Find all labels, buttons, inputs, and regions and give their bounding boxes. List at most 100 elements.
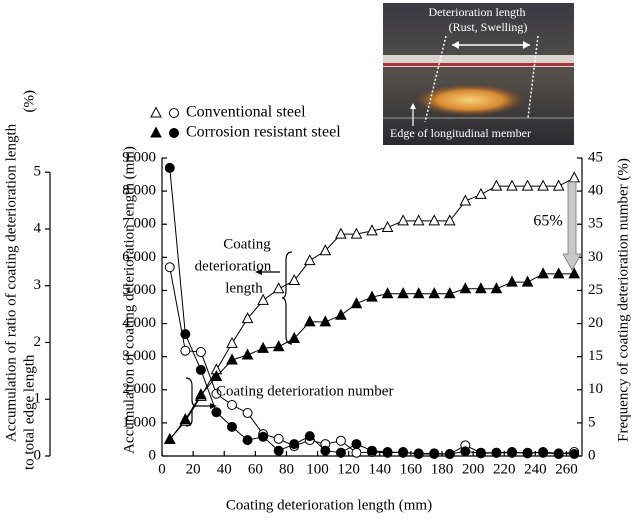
number-marker: [492, 448, 501, 457]
y2-axis-label: Frequency of coating deterioration numbe…: [615, 158, 631, 442]
number-marker: [228, 401, 237, 410]
number-marker: [461, 447, 470, 456]
annotation: length: [225, 280, 263, 296]
y-tick-label: 3 000: [122, 348, 156, 364]
y3-axis-label: (%): [21, 90, 37, 113]
y3-tick-label: 2: [34, 334, 42, 350]
rust-area: [415, 84, 525, 116]
length-marker: [383, 288, 393, 298]
y3-tick-label: 0: [34, 447, 42, 463]
number-marker: [181, 346, 190, 355]
length-marker: [554, 268, 564, 278]
length-marker: [554, 181, 564, 191]
length-marker: [523, 277, 533, 287]
y-tick-label: 9 000: [122, 149, 156, 165]
number-marker: [290, 440, 299, 449]
annotation-bracket: [282, 252, 292, 344]
x-tick-label: 60: [248, 461, 263, 477]
photo-label: Edge of longitudinal member: [390, 126, 531, 140]
length-marker: [414, 288, 424, 298]
x-tick-label: 200: [462, 461, 485, 477]
number-marker: [399, 448, 408, 457]
y2-tick-label: 25: [588, 282, 603, 298]
x-tick-label: 120: [337, 461, 360, 477]
ruler-stripe: [383, 63, 574, 66]
length-line: [170, 178, 574, 440]
length-marker: [398, 288, 408, 298]
number-marker: [430, 449, 439, 458]
gray-arrow: [563, 182, 581, 270]
photo-label: (Rust, Swelling): [449, 20, 528, 34]
legend-marker: [151, 108, 161, 118]
length-marker: [243, 350, 253, 360]
number-marker: [196, 348, 205, 357]
length-marker: [491, 283, 501, 293]
x-tick-label: 0: [158, 461, 166, 477]
y2-tick-label: 5: [588, 414, 596, 430]
y-tick-label: 6 000: [122, 249, 156, 265]
number-marker: [321, 446, 330, 455]
length-marker: [523, 181, 533, 191]
y3-tick-label: 3: [34, 277, 42, 293]
number-marker: [212, 408, 221, 417]
x-tick-label: 80: [279, 461, 294, 477]
number-marker: [523, 449, 532, 458]
length-marker: [476, 189, 486, 199]
length-marker: [227, 338, 237, 348]
y-tick-label: 2 000: [122, 381, 156, 397]
number-marker: [228, 422, 237, 431]
number-marker: [274, 434, 283, 443]
length-marker: [460, 283, 470, 293]
number-marker: [414, 449, 423, 458]
number-marker: [196, 365, 205, 374]
length-marker: [320, 316, 330, 326]
legend-label: Corrosion resistant steel: [186, 124, 341, 141]
number-line: [170, 168, 574, 454]
number-marker: [508, 448, 517, 457]
number-marker: [336, 448, 345, 457]
legend-label: Conventional steel: [186, 104, 306, 121]
annotation: Coating: [223, 236, 271, 252]
length-marker: [476, 283, 486, 293]
y-tick-label: 7 000: [122, 216, 156, 232]
y2-tick-label: 20: [588, 315, 603, 331]
legend-marker: [170, 129, 179, 138]
y2-tick-label: 30: [588, 249, 603, 265]
y-tick-label: 5 000: [122, 282, 156, 298]
length-marker: [507, 181, 517, 191]
number-marker: [165, 263, 174, 272]
y2-tick-label: 10: [588, 381, 603, 397]
number-marker: [352, 448, 361, 457]
chart: Deterioration length (Rust, Swelling) Ed…: [0, 0, 636, 519]
number-marker: [445, 450, 454, 459]
number-marker: [383, 448, 392, 457]
length-marker: [336, 229, 346, 239]
y2-tick-label: 40: [588, 183, 603, 199]
number-marker: [274, 446, 283, 455]
number-marker: [259, 432, 268, 441]
number-marker: [181, 330, 190, 339]
number-marker: [570, 450, 579, 459]
length-marker: [398, 215, 408, 225]
length-marker: [429, 215, 439, 225]
y2-tick-label: 45: [588, 149, 603, 165]
x-tick-label: 100: [306, 461, 329, 477]
length-marker: [569, 172, 579, 182]
length-marker: [538, 268, 548, 278]
length-marker: [414, 215, 424, 225]
number-marker: [554, 449, 563, 458]
photo-label: Deterioration length: [429, 5, 526, 19]
y3-tick-label: 1: [34, 391, 42, 407]
length-marker: [351, 298, 361, 308]
y3-tick-label: 5: [34, 164, 42, 180]
length-marker: [305, 316, 315, 326]
length-marker: [569, 268, 579, 278]
x-axis-label: Coating deterioration length (mm): [226, 497, 432, 513]
y2-tick-label: 0: [588, 447, 596, 463]
number-marker: [165, 163, 174, 172]
number-marker: [243, 436, 252, 445]
length-marker: [336, 310, 346, 320]
y-tick-label: 1 000: [122, 414, 156, 430]
x-tick-label: 160: [400, 461, 423, 477]
y2-tick-label: 15: [588, 348, 603, 364]
